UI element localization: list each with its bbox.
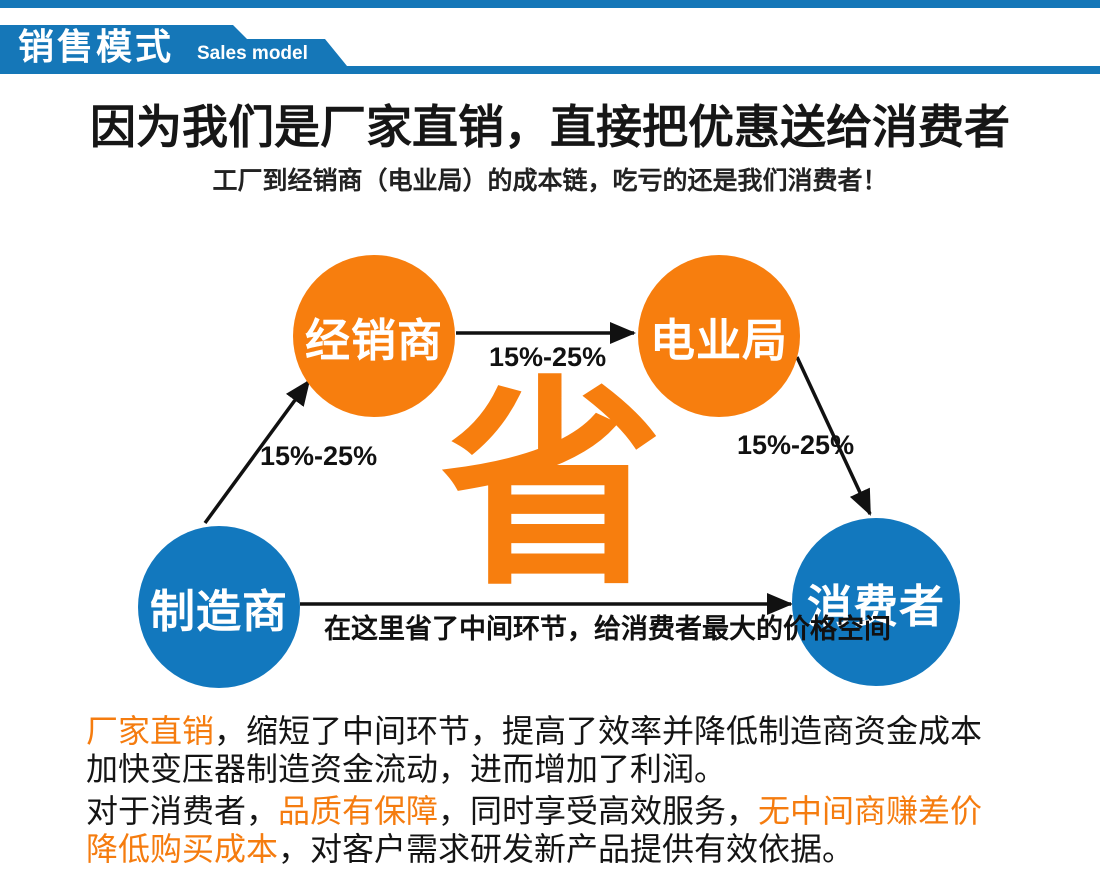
body-text: ，对客户需求研发新产品提供有效依据。 xyxy=(278,831,855,867)
body-text: ，同时享受高效服务， xyxy=(438,793,759,829)
paragraph-line: 对于消费者，品质有保障，同时享受高效服务，无中间商赚差价 xyxy=(86,792,982,830)
top-accent-bar xyxy=(0,0,1100,8)
node-power-bureau: 电业局 xyxy=(638,255,800,417)
arrow-manufacturer-to-distributor xyxy=(203,379,311,525)
edge-label-bureau-consumer: 15%-25% xyxy=(737,430,855,460)
edge-label-manufacturer-consumer: 在这里省了中间环节，给消费者最大的价格空间 xyxy=(324,614,891,644)
arrow-bureau-to-consumer xyxy=(795,356,872,516)
node-consumer: 消费者 xyxy=(792,518,960,686)
paragraph-line: 厂家直销，缩短了中间环节，提高了效率并降低制造商资金成本 xyxy=(86,712,982,750)
highlight-direct-sales: 厂家直销 xyxy=(86,713,215,749)
edge-label-manufacturer-distributor: 15%-25% xyxy=(260,441,378,471)
save-character: 省 xyxy=(441,363,663,611)
paragraph-line: 降低购买成本，对客户需求研发新产品提供有效依据。 xyxy=(86,830,982,868)
highlight-no-middleman: 无中间商赚差价 xyxy=(758,793,983,829)
benefit-paragraph-manufacturer: 厂家直销，缩短了中间环节，提高了效率并降低制造商资金成本 加快变压器制造资金流动… xyxy=(86,712,982,788)
section-subtitle-en: Sales model xyxy=(197,43,308,64)
node-distributor-label: 经销商 xyxy=(304,314,443,366)
node-distributor: 经销商 xyxy=(293,255,455,417)
hero-subtitle: 工厂到经销商（电业局）的成本链，吃亏的还是我们消费者！ xyxy=(212,167,888,195)
body-text: 加快变压器制造资金流动，进而增加了利润。 xyxy=(86,751,727,787)
highlight-quality: 品质有保障 xyxy=(278,793,439,829)
node-power-bureau-label: 电业局 xyxy=(649,314,788,366)
node-manufacturer-label: 制造商 xyxy=(149,585,288,637)
body-text: 对于消费者， xyxy=(86,793,279,829)
node-consumer-label: 消费者 xyxy=(806,580,945,632)
benefit-paragraph-consumer: 对于消费者，品质有保障，同时享受高效服务，无中间商赚差价 降低购买成本，对客户需… xyxy=(86,792,982,868)
body-text: ，缩短了中间环节，提高了效率并降低制造商资金成本 xyxy=(214,713,983,749)
paragraph-line: 加快变压器制造资金流动，进而增加了利润。 xyxy=(86,750,982,788)
edge-label-distributor-bureau: 15%-25% xyxy=(489,342,607,372)
hero-title: 因为我们是厂家直销，直接把优惠送给消费者 xyxy=(90,100,1010,154)
section-title: 销售模式 xyxy=(18,26,175,67)
node-manufacturer: 制造商 xyxy=(138,526,300,688)
highlight-lower-cost: 降低购买成本 xyxy=(86,831,279,867)
